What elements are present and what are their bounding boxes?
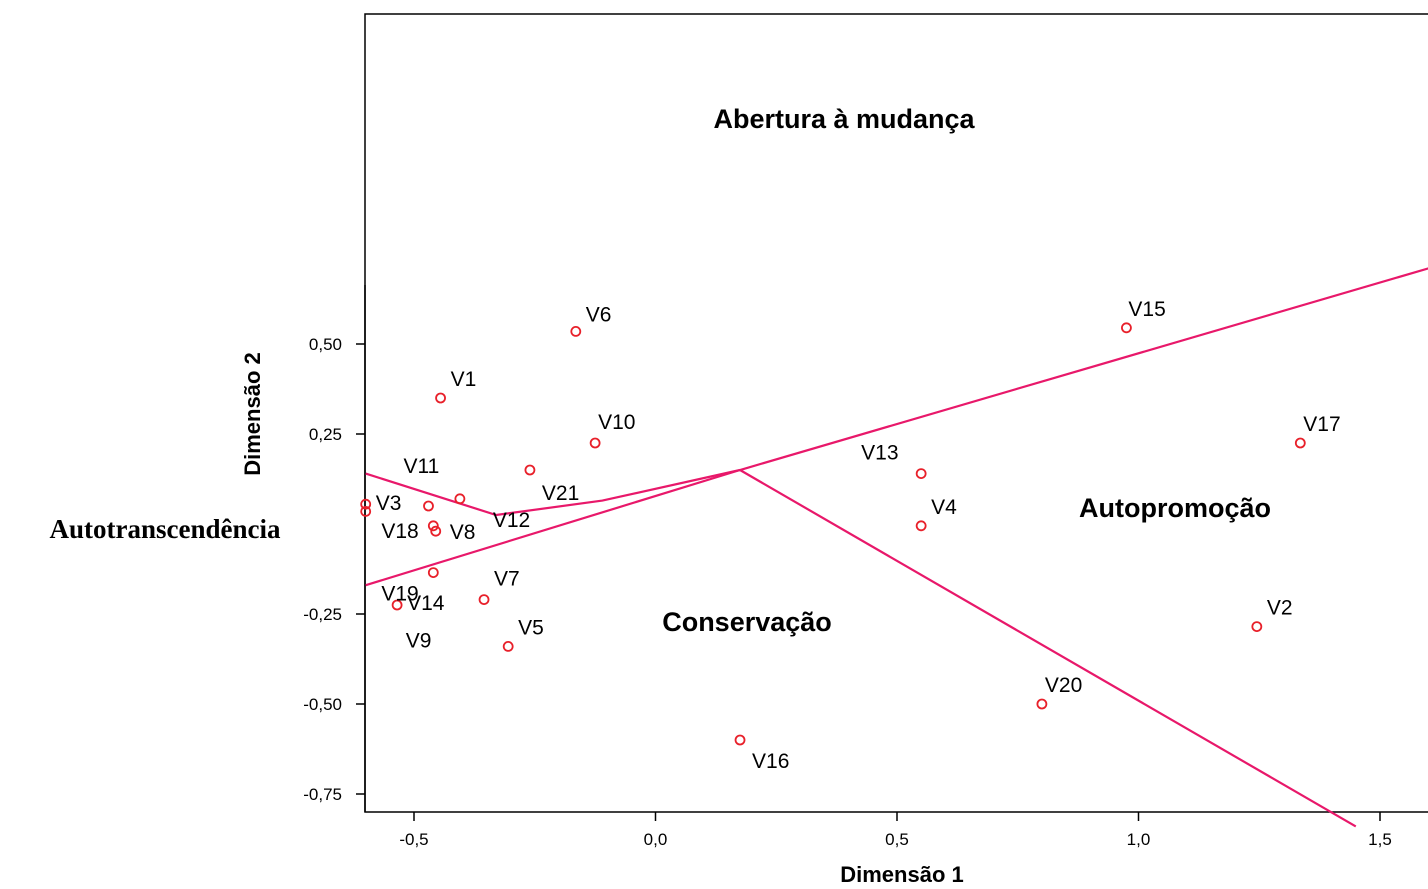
point-label-v7: V7 (494, 568, 520, 591)
boundary-line-3 (739, 469, 1357, 828)
y-axis-ticks: 0,50 0,25 -0,25 -0,50 -0,75 (303, 335, 365, 804)
boundary-line-1 (365, 267, 1428, 517)
point-label-v15: V15 (1128, 298, 1165, 321)
y-tick-label: 0,50 (309, 335, 342, 354)
x-axis-ticks: -0,5 0,0 0,5 1,0 1,5 (399, 812, 1392, 849)
point-label-v11: V11 (403, 455, 439, 478)
data-point-v18 (427, 520, 439, 532)
data-point-v1 (435, 392, 446, 404)
region-label-abertura: Abertura à mudança (713, 104, 975, 134)
x-tick-label: 0,5 (885, 830, 909, 849)
data-point-v2 (1251, 621, 1263, 632)
data-point-v19 (427, 567, 439, 578)
y-tick-label: -0,25 (303, 605, 342, 624)
y-tick-label: -0,50 (303, 695, 342, 714)
data-point-v14 (391, 599, 403, 611)
data-point-v5 (502, 641, 514, 652)
data-point-v3 (360, 498, 372, 510)
region-label-autotranscendencia: Autotranscendência (50, 514, 281, 544)
data-point-v4 (915, 520, 927, 532)
point-label-v14: V14 (407, 592, 445, 615)
y-axis-label: Dimensão 2 (240, 352, 265, 476)
point-label-v3: V3 (376, 492, 402, 515)
data-point-v12 (454, 493, 466, 505)
point-label-v17: V17 (1303, 413, 1340, 436)
data-point-v21 (524, 464, 536, 476)
y-tick-label: 0,25 (309, 425, 342, 444)
data-point-v20 (1036, 698, 1048, 710)
data-point-v9 (360, 505, 372, 517)
region-label-autopromocao: Autopromoção (1079, 493, 1271, 523)
region-boundaries (365, 267, 1428, 828)
x-axis-label: Dimensão 1 (840, 862, 964, 887)
data-point-v16 (734, 734, 746, 746)
data-point-v15 (1121, 322, 1132, 334)
point-label-v18: V18 (381, 520, 418, 543)
region-label-conservacao: Conservação (662, 607, 832, 637)
data-point-v10 (589, 437, 601, 449)
point-label-v13: V13 (861, 442, 898, 465)
point-label-v4: V4 (931, 496, 957, 519)
x-tick-label: 1,5 (1368, 830, 1392, 849)
data-point-v6 (570, 325, 582, 337)
point-label-v2: V2 (1267, 597, 1293, 620)
x-tick-label: -0,5 (399, 830, 428, 849)
x-tick-label: 1,0 (1127, 830, 1151, 849)
point-label-v8: V8 (450, 521, 476, 544)
data-point-v7 (478, 594, 490, 605)
x-tick-label: 0,0 (644, 830, 668, 849)
point-label-v21: V21 (542, 482, 579, 505)
point-label-v16: V16 (752, 750, 789, 773)
point-label-v10: V10 (598, 411, 635, 434)
point-label-v6: V6 (586, 303, 612, 326)
data-point-v11 (423, 500, 434, 512)
y-tick-label: -0,75 (303, 785, 342, 804)
data-point-v17 (1294, 437, 1306, 449)
boundary-line-2 (365, 468, 741, 587)
point-label-v9: V9 (406, 629, 432, 652)
point-label-v5: V5 (518, 616, 544, 639)
data-point-v8 (430, 525, 442, 537)
point-label-v19: V19 (381, 583, 418, 606)
data-point-v13 (915, 468, 927, 480)
data-points: V1 V2 V3 V4 V5 V6 V7 V8 V9 V10 V11 V12 V13 V14 V15 V16 V… (360, 298, 1341, 773)
point-label-v12: V12 (493, 509, 530, 532)
point-label-v20: V20 (1045, 674, 1082, 697)
point-label-v1: V1 (451, 368, 477, 391)
